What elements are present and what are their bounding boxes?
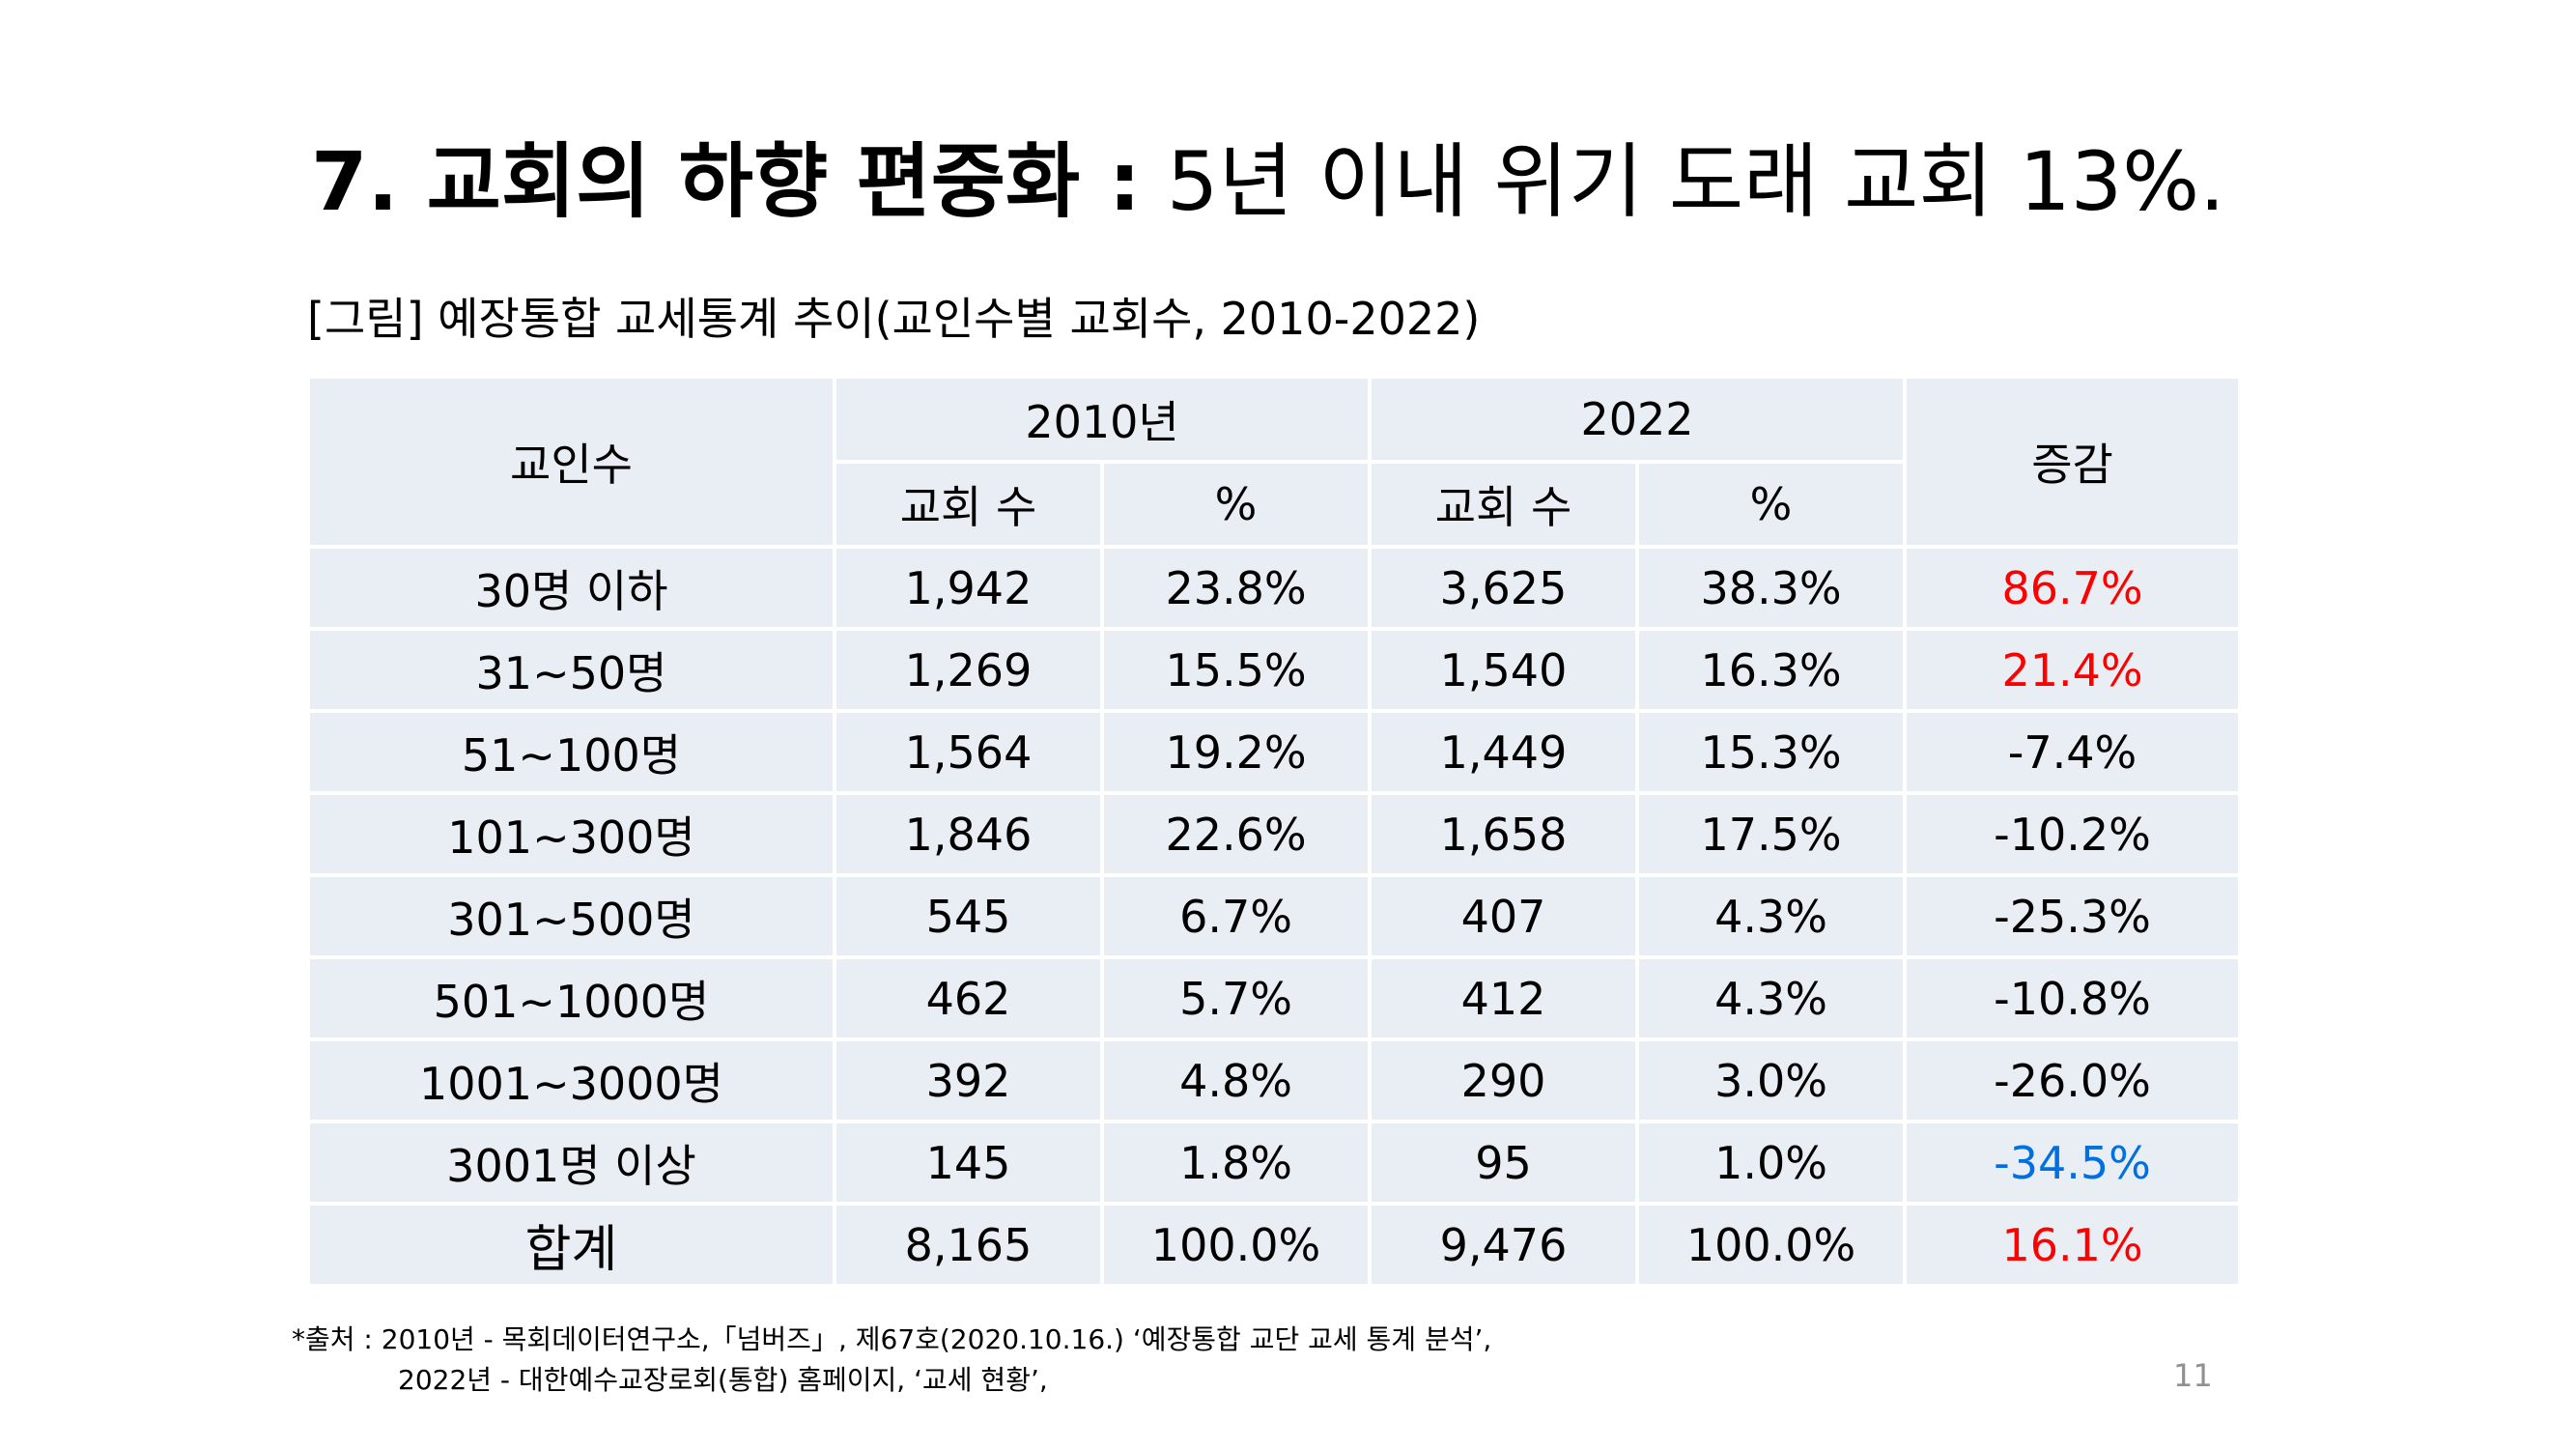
percent-2022: 4.3% [1635,873,1908,959]
change-value: 86.7% [1903,545,2243,631]
count-2022: 1,658 [1368,791,1640,877]
slide-title-sub: 5년 이내 위기 도래 교회 13%. [1166,134,2225,229]
percent-2022: 100.0% [1635,1202,1908,1288]
count-2022: 1,540 [1368,627,1640,713]
page-number: 11 [2173,1357,2213,1394]
header-year-2010: 2010년 [832,375,1373,464]
footnote-line-1: *출처 : 2010년 - 목회데이터연구소,「넘버즈」, 제67호(2020.… [292,1323,1492,1355]
row-label: 51~100명 [306,709,836,795]
row-label: 30명 이하 [306,545,836,631]
change-value: -7.4% [1903,709,2243,795]
table-row: 101~300명 1,846 22.6% 1,658 17.5% -10.2% [306,791,2243,877]
footnote-line-2: 2022년 - 대한예수교장로회(통합) 홈페이지, ‘교세 현황’, [398,1364,1048,1396]
header-year-2022: 2022 [1368,375,1908,464]
slide-title-main: 7. 교회의 하향 편중화 : [311,134,1142,229]
subheader-pct-2022: % [1635,460,1908,549]
subheader-count-2010: 교회 수 [833,460,1104,549]
table-row: 30명 이하 1,942 23.8% 3,625 38.3% 86.7% [306,545,2243,631]
count-2022: 95 [1368,1120,1640,1206]
count-2010: 392 [833,1037,1104,1123]
slide-title: 7. 교회의 하향 편중화 : 5년 이내 위기 도래 교회 13%. [311,133,2225,230]
percent-2022: 3.0% [1635,1037,1908,1123]
source-footnote: *출처 : 2010년 - 목회데이터연구소,「넘버즈」, 제67호(2020.… [292,1320,1491,1401]
percent-2022: 1.0% [1635,1120,1908,1206]
table-body: 30명 이하 1,942 23.8% 3,625 38.3% 86.7% 31~50명 1,2… [306,545,2243,1288]
table-row: 51~100명 1,564 19.2% 1,449 15.3% -7.4% [306,709,2243,795]
row-label: 101~300명 [306,791,836,877]
count-2010: 545 [833,873,1104,959]
percent-2010: 5.7% [1099,955,1373,1041]
row-label: 501~1000명 [306,955,836,1041]
count-2022: 3,625 [1368,545,1640,631]
row-label: 301~500명 [306,873,836,959]
table-row: 합계 8,165 100.0% 9,476 100.0% 16.1% [306,1202,2243,1288]
count-2010: 1,269 [833,627,1104,713]
percent-2010: 100.0% [1099,1202,1373,1288]
table-row: 301~500명 545 6.7% 407 4.3% -25.3% [306,873,2243,959]
percent-2010: 4.8% [1099,1037,1373,1123]
count-2010: 8,165 [833,1202,1104,1288]
table-row: 501~1000명 462 5.7% 412 4.3% -10.8% [306,955,2243,1041]
subheader-count-2022: 교회 수 [1368,460,1640,549]
percent-2010: 19.2% [1099,709,1373,795]
percent-2010: 15.5% [1099,627,1373,713]
change-value: -26.0% [1903,1037,2243,1123]
count-2022: 1,449 [1368,709,1640,795]
table-subheader-row: 교회 수 % 교회 수 % [308,460,2240,549]
percent-2010: 23.8% [1099,545,1373,631]
change-value: 21.4% [1903,627,2243,713]
church-statistics-table: 교인수 2010년 2022 증감 교회 수 % 교회 수 % 30명 이하 1,… [306,375,2243,1288]
percent-2022: 4.3% [1635,955,1908,1041]
change-value: -10.2% [1903,791,2243,877]
table-row: 31~50명 1,269 15.5% 1,540 16.3% 21.4% [306,627,2243,713]
header-members: 교인수 [306,375,836,549]
count-2010: 1,564 [833,709,1104,795]
subheader-pct-2010: % [1099,460,1373,549]
change-value: -34.5% [1903,1120,2243,1206]
count-2022: 9,476 [1368,1202,1640,1288]
table-header-row: 교인수 2010년 2022 증감 [306,375,2243,549]
row-label: 1001~3000명 [306,1037,836,1123]
row-label: 합계 [306,1202,836,1288]
percent-2022: 16.3% [1635,627,1908,713]
row-label: 3001명 이상 [306,1120,836,1206]
count-2010: 462 [833,955,1104,1041]
change-value: 16.1% [1903,1202,2243,1288]
percent-2022: 17.5% [1635,791,1908,877]
percent-2010: 1.8% [1099,1120,1373,1206]
change-value: -10.8% [1903,955,2243,1041]
percent-2022: 38.3% [1635,545,1908,631]
count-2022: 407 [1368,873,1640,959]
header-change: 증감 [1903,375,2243,549]
count-2010: 1,942 [833,545,1104,631]
count-2022: 290 [1368,1037,1640,1123]
row-label: 31~50명 [306,627,836,713]
table-row: 3001명 이상 145 1.8% 95 1.0% -34.5% [306,1120,2243,1206]
percent-2022: 15.3% [1635,709,1908,795]
figure-caption: [그림] 예장통합 교세통계 추이(교인수별 교회수, 2010-2022) [307,293,1481,345]
percent-2010: 6.7% [1099,873,1373,959]
count-2010: 145 [833,1120,1104,1206]
change-value: -25.3% [1903,873,2243,959]
count-2022: 412 [1368,955,1640,1041]
percent-2010: 22.6% [1099,791,1373,877]
count-2010: 1,846 [833,791,1104,877]
table-row: 1001~3000명 392 4.8% 290 3.0% -26.0% [306,1037,2243,1123]
